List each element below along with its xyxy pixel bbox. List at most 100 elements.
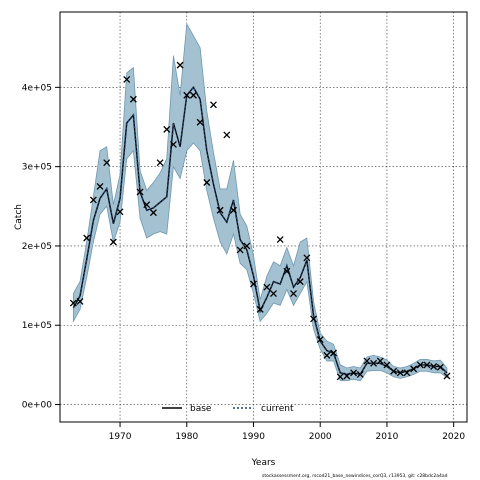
observed-mark-stroke <box>370 359 378 367</box>
observed-mark-stroke <box>236 246 244 254</box>
x-tick-label: 1980 <box>175 432 198 442</box>
y-tick-label: 0e+00 <box>22 401 53 411</box>
observed-point <box>356 370 364 378</box>
observed-mark-stroke <box>103 159 111 167</box>
observed-point <box>350 369 358 377</box>
legend: base current <box>162 404 294 414</box>
observed-mark-stroke <box>376 357 384 365</box>
observed-point <box>276 236 284 244</box>
grid <box>60 12 467 422</box>
y-tick-label: 2e+05 <box>22 242 52 252</box>
observed-point <box>203 179 211 186</box>
observed-mark-stroke <box>296 278 304 286</box>
observed-mark-stroke <box>143 201 151 209</box>
observed-point <box>183 91 191 99</box>
observed-mark-stroke <box>310 315 318 323</box>
observed-mark-stroke <box>209 101 217 109</box>
observed-point <box>89 196 97 204</box>
observed-mark-stroke <box>383 361 391 369</box>
observed-point <box>103 159 111 167</box>
observed-point <box>430 363 438 370</box>
observed-mark-stroke <box>276 236 284 244</box>
y-tick-label: 1e+05 <box>22 321 52 331</box>
observed-point <box>96 183 104 190</box>
observed-point <box>76 297 84 305</box>
x-tick-label: 1990 <box>242 432 265 442</box>
observed-mark-stroke <box>136 188 144 196</box>
observed-mark-stroke <box>290 290 297 297</box>
observed-mark-stroke <box>149 209 157 217</box>
observed-mark-stroke <box>256 305 264 313</box>
observed-mark-stroke <box>323 351 331 359</box>
observed-point <box>383 361 391 369</box>
x-tick-label: 2020 <box>442 432 465 442</box>
observed-mark-stroke <box>176 61 184 69</box>
observed-mark-stroke <box>89 196 97 204</box>
observed-mark-stroke <box>196 118 204 126</box>
observed-point <box>209 101 217 109</box>
observed-point <box>216 206 224 214</box>
observed-mark-stroke <box>76 297 84 305</box>
observed-point <box>83 234 91 242</box>
observed-point <box>363 357 371 365</box>
observed-mark-stroke <box>69 299 77 307</box>
observed-point <box>169 140 177 148</box>
observed-mark-stroke <box>403 369 411 377</box>
axes: 1970 1980 1990 2000 2010 2020 0e+00 1e+05 2e+05 3… <box>22 83 466 442</box>
observed-point <box>376 357 384 365</box>
observed-point <box>316 336 324 343</box>
legend-label-current: current <box>261 404 294 414</box>
observed-mark-stroke <box>436 363 444 371</box>
plot-frame <box>59 11 468 423</box>
observed-point <box>336 373 344 381</box>
observed-mark-stroke <box>243 242 251 250</box>
observed-mark-stroke <box>183 91 191 99</box>
observed-point <box>270 290 277 297</box>
observed-point <box>176 61 184 69</box>
observed-point <box>69 299 77 307</box>
series-lines <box>72 85 448 376</box>
observed-mark-stroke <box>230 206 237 214</box>
observed-mark-stroke <box>343 372 351 380</box>
observed-point <box>436 363 444 371</box>
observed-point <box>330 349 338 357</box>
observed-point <box>296 278 304 286</box>
y-tick-label: 4e+05 <box>22 83 52 93</box>
observed-mark-stroke <box>223 131 231 139</box>
observed-mark-stroke <box>316 336 324 343</box>
y-tick-label: 3e+05 <box>22 163 52 173</box>
observed-point <box>303 254 311 262</box>
observed-mark-stroke <box>416 361 424 369</box>
observed-mark-stroke <box>109 238 117 246</box>
observed-point <box>310 315 318 323</box>
observed-mark-stroke <box>203 179 211 186</box>
observed-mark-stroke <box>116 208 124 216</box>
x-tick-label: 1970 <box>109 432 132 442</box>
y-axis-label: Catch <box>14 204 24 230</box>
observed-point <box>423 361 431 369</box>
observed-mark-stroke <box>129 95 137 103</box>
observed-point <box>196 118 204 126</box>
observed-mark-stroke <box>303 254 311 262</box>
observed-mark-stroke <box>263 283 271 291</box>
observed-mark-stroke <box>163 125 171 133</box>
observed-mark-stroke <box>283 267 291 275</box>
observed-point <box>416 361 424 369</box>
observed-point <box>390 367 398 375</box>
observed-point <box>243 242 251 250</box>
series-line-current <box>72 85 448 376</box>
observed-point <box>236 246 244 254</box>
observed-point <box>443 372 451 380</box>
observed-point <box>250 280 257 288</box>
x-axis-label: Years <box>251 458 276 468</box>
observed-point <box>156 159 164 167</box>
observed-point <box>109 238 117 246</box>
observed-mark-stroke <box>83 234 91 242</box>
legend-label-base: base <box>190 404 212 414</box>
observed-mark-stroke <box>423 361 431 369</box>
observed-point <box>189 91 197 99</box>
observed-point <box>396 369 404 377</box>
observed-point <box>370 359 378 367</box>
observed-point <box>263 283 271 291</box>
